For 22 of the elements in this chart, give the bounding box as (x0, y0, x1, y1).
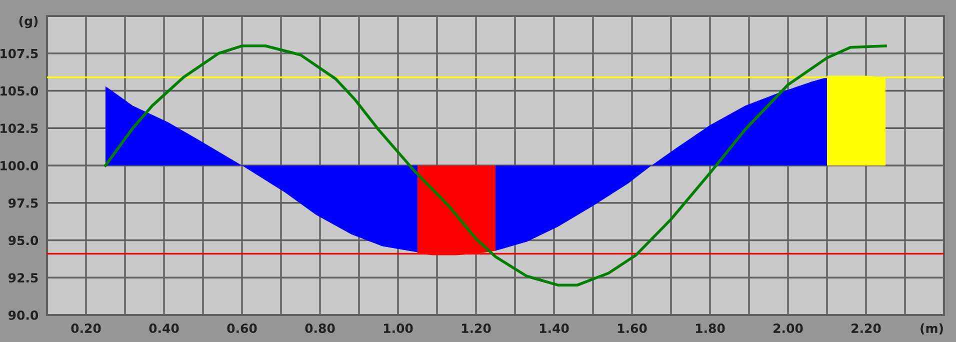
y-tick-label: 95.0 (8, 236, 38, 246)
y-tick-label: 102.5 (0, 124, 38, 134)
y-tick-label: 105.0 (0, 86, 38, 96)
y-tick-label: 97.5 (8, 198, 38, 208)
y-tick-label: 90.0 (8, 310, 38, 320)
y-tick-label: 100.0 (0, 160, 38, 170)
x-tick-label: 0.60 (227, 324, 257, 334)
x-tick-label: 2.00 (774, 324, 803, 334)
x-tick-label: 1.20 (462, 324, 491, 334)
x-tick-label: 1.60 (618, 324, 647, 334)
x-tick-label: 1.00 (384, 324, 413, 334)
x-tick-label: 0.20 (71, 324, 101, 334)
x-tick-label: 1.80 (696, 324, 725, 334)
line-series (104, 44, 887, 286)
x-tick-label: (m) (920, 323, 943, 334)
x-tick-label: 0.40 (149, 324, 179, 334)
y-tick-label: 107.5 (0, 48, 38, 58)
x-tick-label: 0.80 (305, 324, 335, 334)
x-tick-label: 1.40 (540, 324, 569, 334)
y-tick-label: 92.5 (8, 273, 38, 283)
y-tick-label: (g) (19, 16, 38, 28)
x-tick-label: 2.20 (852, 324, 881, 334)
